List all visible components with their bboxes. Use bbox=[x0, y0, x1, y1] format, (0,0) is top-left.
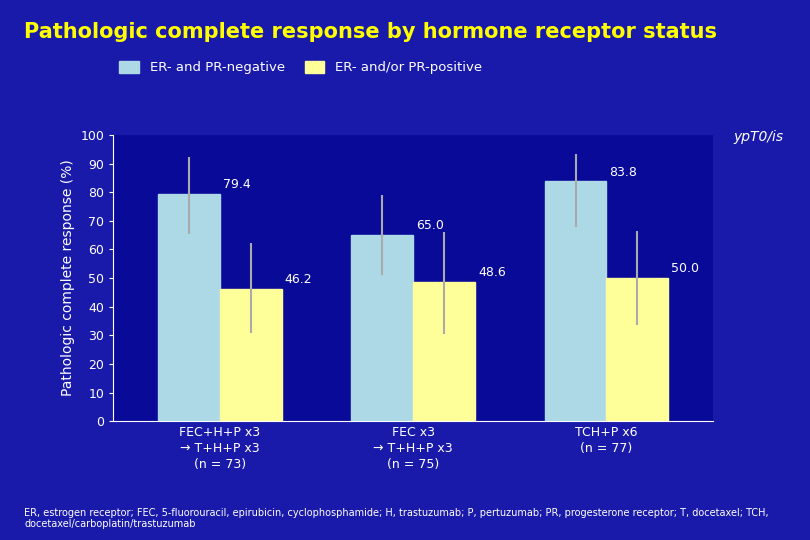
Text: 79.4: 79.4 bbox=[223, 178, 250, 191]
Text: 83.8: 83.8 bbox=[610, 165, 637, 179]
Bar bbox=[158, 194, 220, 421]
Bar bbox=[352, 235, 413, 421]
Bar bbox=[413, 282, 475, 421]
Legend: ER- and PR-negative, ER- and/or PR-positive: ER- and PR-negative, ER- and/or PR-posit… bbox=[114, 56, 488, 80]
Text: Pathologic complete response by hormone receptor status: Pathologic complete response by hormone … bbox=[24, 22, 718, 42]
Bar bbox=[544, 181, 607, 421]
Text: ER, estrogen receptor; FEC, 5-fluorouracil, epirubicin, cyclophosphamide; H, tra: ER, estrogen receptor; FEC, 5-fluorourac… bbox=[24, 508, 769, 529]
Text: 50.0: 50.0 bbox=[671, 262, 699, 275]
Y-axis label: Pathologic complete response (%): Pathologic complete response (%) bbox=[61, 160, 75, 396]
Bar bbox=[220, 289, 282, 421]
Bar bbox=[607, 278, 668, 421]
Text: 65.0: 65.0 bbox=[416, 219, 444, 232]
Text: 48.6: 48.6 bbox=[478, 266, 505, 279]
Text: ypT0/is: ypT0/is bbox=[733, 130, 783, 144]
Text: 46.2: 46.2 bbox=[284, 273, 313, 286]
